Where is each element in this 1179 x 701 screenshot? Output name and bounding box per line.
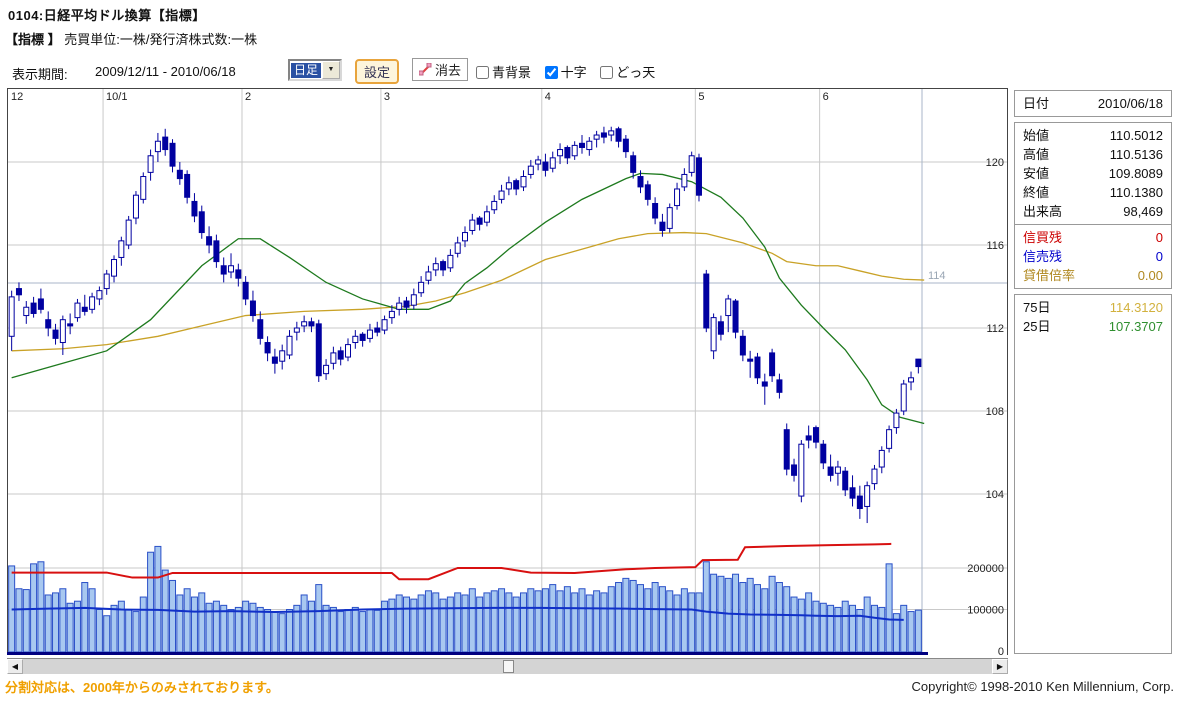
horizontal-scrollbar[interactable]: ◀ ▶ [7, 658, 1008, 674]
instrument-subtitle: 【指標 】 売買単位:一株/発行済株式数:一株 [5, 29, 257, 48]
margin-sell-row: 信売残 0 [1023, 249, 1163, 264]
open-row: 始値 110.5012 [1023, 128, 1163, 143]
checkbox-group: 青背景 十字 どっ天 [476, 62, 665, 81]
ma25-row: 25日 107.3707 [1023, 319, 1163, 334]
high-row: 高値 110.5136 [1023, 147, 1163, 162]
subtitle-text: 売買単位:一株/発行済株式数:一株 [64, 32, 258, 47]
trendline-erase-icon [419, 63, 432, 76]
price-volume-chart[interactable]: 12 10/1 2 3 4 5 6 120 116 112 108 104 200000 100000 0 1… [7, 88, 1008, 658]
svg-text:6: 6 [823, 91, 829, 103]
svg-text:3: 3 [384, 91, 390, 103]
scroll-left-arrow-icon[interactable]: ◀ [7, 659, 23, 674]
settings-button[interactable]: 設定 [355, 59, 400, 84]
subtitle-prefix: 【指標 】 [5, 32, 61, 47]
checkbox-dotten[interactable]: どっ天 [600, 65, 655, 80]
info-panel: 日付 2010/06/18 始値 110.5012 高値 110.5136 安値 10… [1014, 90, 1172, 659]
scrollbar-thumb[interactable] [503, 660, 514, 673]
toolbar: 表示期間: 2009/12/11 - 2010/06/18 日足 ▼ 設定 消去… [0, 56, 1010, 86]
svg-text:0: 0 [998, 646, 1004, 655]
svg-text:114: 114 [928, 270, 946, 282]
svg-text:116: 116 [986, 240, 1004, 252]
svg-text:2: 2 [245, 91, 251, 103]
svg-text:10/1: 10/1 [106, 91, 127, 103]
svg-text:120: 120 [986, 157, 1004, 169]
svg-text:112: 112 [986, 323, 1004, 335]
period-value: 2009/12/11 - 2010/06/18 [95, 64, 236, 79]
ma75-row: 75日 114.3120 [1023, 300, 1163, 315]
svg-text:5: 5 [698, 91, 704, 103]
low-row: 安値 109.8089 [1023, 166, 1163, 181]
info-box-date: 日付 2010/06/18 [1014, 90, 1172, 117]
svg-text:12: 12 [11, 91, 23, 103]
period-label: 表示期間: [12, 67, 68, 82]
blue-background-checkbox[interactable] [476, 66, 489, 79]
svg-text:200000: 200000 [967, 563, 1004, 575]
page-title: 0104:日経平均ドル換算【指標】 [8, 8, 206, 23]
erase-button[interactable]: 消去 [412, 58, 469, 81]
timeframe-select[interactable]: 日足 ▼ [288, 59, 343, 81]
divider [1015, 224, 1171, 225]
info-box-ma: 75日 114.3120 25日 107.3707 [1014, 294, 1172, 654]
margin-ratio-row: 貸借倍率 0.00 [1023, 268, 1163, 283]
margin-buy-row: 信買残 0 [1023, 230, 1163, 245]
dotten-checkbox[interactable] [600, 66, 614, 79]
svg-text:104: 104 [986, 489, 1004, 501]
checkbox-crosshair[interactable]: 十字 [544, 65, 587, 80]
crosshair-checkbox[interactable] [544, 66, 558, 79]
volume-row: 出来高 98,469 [1023, 204, 1163, 219]
svg-text:4: 4 [545, 91, 551, 103]
date-row: 日付 2010/06/18 [1023, 96, 1163, 111]
dropdown-arrow-icon[interactable]: ▼ [322, 61, 341, 79]
svg-text:100000: 100000 [967, 605, 1004, 617]
close-row: 終値 110.1380 [1023, 185, 1163, 200]
svg-text:108: 108 [986, 406, 1004, 418]
copyright: Copyright© 1998-2010 Ken Millennium, Cor… [911, 679, 1175, 694]
split-notice: 分割対応は、2000年からのみされております。 [5, 680, 279, 695]
info-box-quote: 始値 110.5012 高値 110.5136 安値 109.8089 終値 110.1… [1014, 122, 1172, 289]
scroll-right-arrow-icon[interactable]: ▶ [992, 659, 1008, 674]
erase-button-label: 消去 [435, 63, 462, 78]
timeframe-selected-value: 日足 [291, 62, 322, 78]
checkbox-blue-background[interactable]: 青背景 [476, 65, 531, 80]
